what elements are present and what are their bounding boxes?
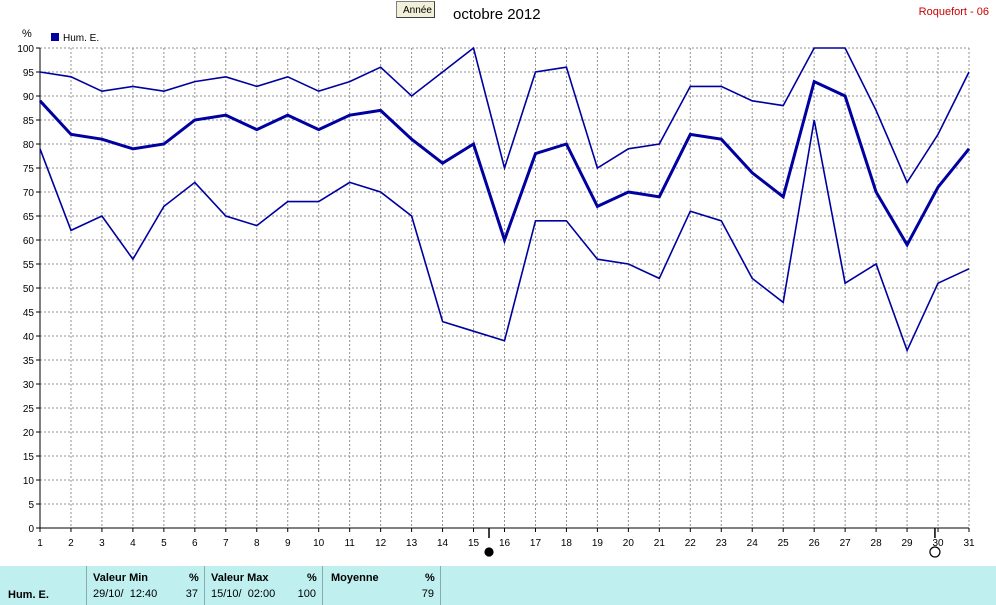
stats-min-cell: Valeur Min % 29/10/ 12:40 37 [87,566,205,605]
stats-max-value: 100 [297,588,316,600]
y-axis-unit: % [22,28,32,40]
x-tick-label: 1 [37,538,43,549]
stats-bar: Hum. E. Valeur Min % 29/10/ 12:40 37 Val… [0,566,996,605]
series-line-min [39,119,970,353]
x-tick-label: 21 [654,538,666,549]
filled-circle-marker [484,547,494,557]
x-tick-label: 13 [406,538,418,549]
page-title: octobre 2012 [453,6,541,23]
y-tick-label: 10 [23,476,35,487]
chart: 0510152025303540455055606570758085909510… [17,28,975,558]
y-tick-label: 35 [23,356,35,367]
x-tick-label: 27 [840,538,852,549]
y-tick-label: 45 [23,308,35,319]
series-line-max [39,46,970,185]
stats-max-cell: Valeur Max % 15/10/ 02:00 100 [205,566,323,605]
x-tick-label: 25 [778,538,790,549]
series-line-mean [38,79,971,248]
day-markers [484,528,941,558]
x-tick-label: 4 [130,538,136,549]
x-tick-label: 10 [313,538,325,549]
y-tick-label: 100 [17,44,34,55]
x-tick-label: 15 [468,538,480,549]
stats-min-value: 37 [185,588,198,600]
x-tick-label: 28 [871,538,883,549]
y-tick-label: 25 [23,404,35,415]
y-tick-label: 50 [23,284,35,295]
x-tick-label: 30 [932,538,944,549]
stats-mean-value: 79 [421,588,434,600]
y-tick-label: 30 [23,380,35,391]
y-tick-label: 75 [23,164,35,175]
y-tick-label: 90 [23,92,35,103]
legend-label: Hum. E. [63,33,99,44]
x-tick-label: 20 [623,538,635,549]
x-tick-label: 12 [375,538,387,549]
x-tick-label: 11 [344,538,355,549]
axes: 0510152025303540455055606570758085909510… [17,44,975,549]
x-tick-label: 9 [285,538,291,549]
x-tick-label: 2 [68,538,74,549]
x-tick-label: 6 [192,538,198,549]
x-tick-label: 26 [809,538,821,549]
stats-min-heading: Valeur Min [93,572,149,584]
x-tick-label: 8 [254,538,260,549]
series-lines [38,46,971,353]
x-tick-label: 17 [530,538,542,549]
y-tick-label: 85 [23,116,35,127]
y-tick-label: 5 [28,500,34,511]
x-tick-label: 22 [685,538,697,549]
y-tick-label: 0 [28,524,34,535]
station-name: Roquefort - 06 [918,6,989,18]
stats-series-cell: Hum. E. [0,566,87,605]
x-tick-label: 24 [747,538,759,549]
y-tick-label: 65 [23,212,35,223]
x-tick-label: 31 [963,538,975,549]
stats-min-datetime: 29/10/ 12:40 [93,588,158,600]
y-tick-label: 15 [23,452,35,463]
stats-mean-cell: Moyenne % 79 [323,566,441,605]
y-tick-label: 40 [23,332,35,343]
y-tick-label: 80 [23,140,35,151]
y-tick-label: 60 [23,236,35,247]
annee-button[interactable]: Année [396,1,435,18]
x-tick-label: 19 [592,538,604,549]
open-circle-marker [929,546,941,558]
legend-swatch [51,33,59,41]
x-tick-label: 7 [223,538,229,549]
y-tick-label: 55 [23,260,35,271]
x-tick-label: 5 [161,538,167,549]
x-tick-label: 3 [99,538,105,549]
stats-max-datetime: 15/10/ 02:00 [211,588,276,600]
y-tick-label: 95 [23,68,35,79]
stats-mean-unit: % [425,572,435,584]
stats-max-unit: % [307,572,317,584]
stats-min-unit: % [189,572,199,584]
y-tick-label: 20 [23,428,35,439]
y-tick-label: 70 [23,188,35,199]
stats-series-name: Hum. E. [8,589,49,601]
x-tick-label: 18 [561,538,573,549]
stats-mean-heading: Moyenne [331,572,379,584]
x-tick-label: 14 [437,538,449,549]
legend: Hum. E. [51,33,99,44]
x-tick-label: 23 [716,538,728,549]
x-tick-label: 16 [499,538,511,549]
stats-max-heading: Valeur Max [211,572,269,584]
x-tick-label: 29 [902,538,914,549]
grid [40,47,970,528]
